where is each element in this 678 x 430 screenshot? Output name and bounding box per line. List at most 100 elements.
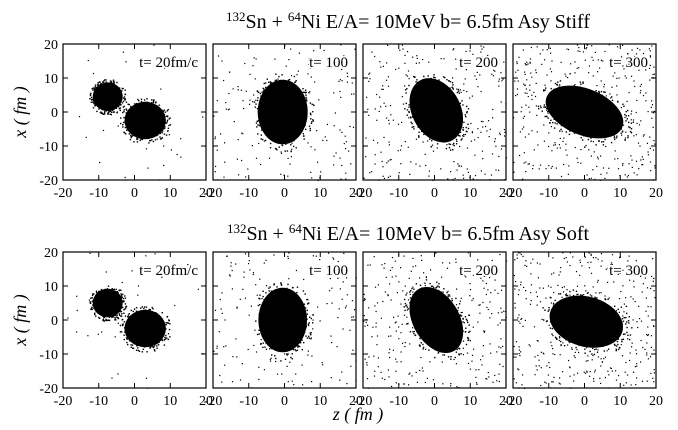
halo-dot xyxy=(293,75,296,78)
particle-dot xyxy=(628,63,630,65)
particle-dot xyxy=(403,383,405,385)
halo-dot xyxy=(122,324,124,327)
halo-dot xyxy=(460,315,463,317)
halo-dot xyxy=(161,312,163,314)
halo-dot xyxy=(616,135,618,137)
halo-dot xyxy=(265,292,267,294)
particle-dot xyxy=(638,69,640,71)
particle-dot xyxy=(469,97,471,99)
halo-dot xyxy=(136,345,138,347)
particle-dot xyxy=(369,264,371,266)
halo-dot xyxy=(151,99,153,101)
particle-dot xyxy=(233,121,235,123)
particle-dot xyxy=(586,371,588,373)
particle-dot xyxy=(597,156,599,158)
particle-dot xyxy=(289,163,291,165)
particle-dot xyxy=(541,318,543,320)
particle-dot xyxy=(593,151,595,153)
particle-dot xyxy=(630,113,632,115)
particle-dot xyxy=(284,353,286,355)
halo-dot xyxy=(459,102,461,104)
particle-dot xyxy=(310,76,312,78)
halo-dot xyxy=(607,298,609,300)
particle-dot xyxy=(482,280,484,282)
halo-dot xyxy=(304,89,307,91)
particle-dot xyxy=(653,66,655,68)
particle-dot xyxy=(163,145,165,147)
halo-dot xyxy=(130,105,132,108)
halo-dot xyxy=(95,291,98,294)
particle-dot xyxy=(597,279,599,281)
halo-dot xyxy=(125,133,127,135)
particle-dot xyxy=(395,370,397,372)
particle-dot xyxy=(576,44,579,46)
particle-dot xyxy=(524,71,526,73)
particle-dot xyxy=(584,256,586,258)
halo-dot xyxy=(630,122,633,124)
halo-dot xyxy=(312,104,315,106)
particle-dot xyxy=(635,111,637,114)
particle-dot xyxy=(654,297,656,299)
halo-dot xyxy=(467,108,470,110)
particle-dot xyxy=(525,260,527,262)
particle-dot xyxy=(559,377,561,379)
particle-dot xyxy=(385,276,387,278)
particle-dot xyxy=(587,360,589,362)
halo-dot xyxy=(126,338,128,340)
particle-dot xyxy=(517,368,519,370)
particle-dot xyxy=(635,160,638,162)
particle-dot xyxy=(225,345,227,347)
halo-dot xyxy=(625,115,627,117)
particle-dot xyxy=(494,140,496,143)
particle-dot xyxy=(596,165,598,168)
halo-dot xyxy=(627,320,630,322)
halo-dot xyxy=(145,306,148,308)
panel-r1-c4: t= 300-20 -10 0 10 20 xyxy=(504,43,663,201)
particle-dot xyxy=(600,265,602,267)
particle-dot xyxy=(446,267,449,269)
row2-title-sup-sn: 132 xyxy=(227,221,247,236)
particle-dot xyxy=(577,293,579,295)
particle-dot xyxy=(520,284,522,286)
halo-dot xyxy=(452,88,454,90)
particle-dot xyxy=(275,360,277,363)
panel-time-label: t= 100 xyxy=(309,263,348,279)
particle-dot xyxy=(649,79,651,81)
particle-dot xyxy=(297,70,299,72)
particle-dot xyxy=(539,164,542,166)
particle-dot xyxy=(473,348,475,350)
particle-dot xyxy=(526,265,528,267)
halo-dot xyxy=(306,100,308,102)
halo-dot xyxy=(122,111,124,114)
halo-dot xyxy=(169,117,171,119)
halo-dot xyxy=(543,319,545,321)
halo-dot xyxy=(548,307,550,309)
particle-dot xyxy=(631,61,633,63)
particle-dot xyxy=(572,256,574,258)
halo-dot xyxy=(459,131,462,133)
particle-dot xyxy=(610,97,612,99)
particle-dot xyxy=(579,50,581,52)
halo-dot xyxy=(404,89,407,91)
particle-dot xyxy=(600,253,603,255)
halo-dot xyxy=(152,346,155,349)
particle-dot xyxy=(117,125,119,127)
particle-dot xyxy=(551,345,553,347)
halo-dot xyxy=(406,88,408,90)
particle-dot xyxy=(333,164,335,166)
particle-dot xyxy=(412,327,414,329)
halo-dot xyxy=(156,347,158,349)
particle-dot xyxy=(585,290,587,292)
particle-dot xyxy=(247,348,249,350)
halo-dot xyxy=(94,86,97,88)
particle-dot xyxy=(591,45,593,47)
particle-dot xyxy=(467,362,470,364)
halo-dot xyxy=(262,138,264,141)
particle-dot xyxy=(221,60,223,62)
particle-dot xyxy=(322,139,324,141)
particle-dot xyxy=(416,381,418,383)
particle-dot xyxy=(346,383,348,385)
particle-dot xyxy=(395,68,397,70)
particle-dot xyxy=(636,122,638,124)
